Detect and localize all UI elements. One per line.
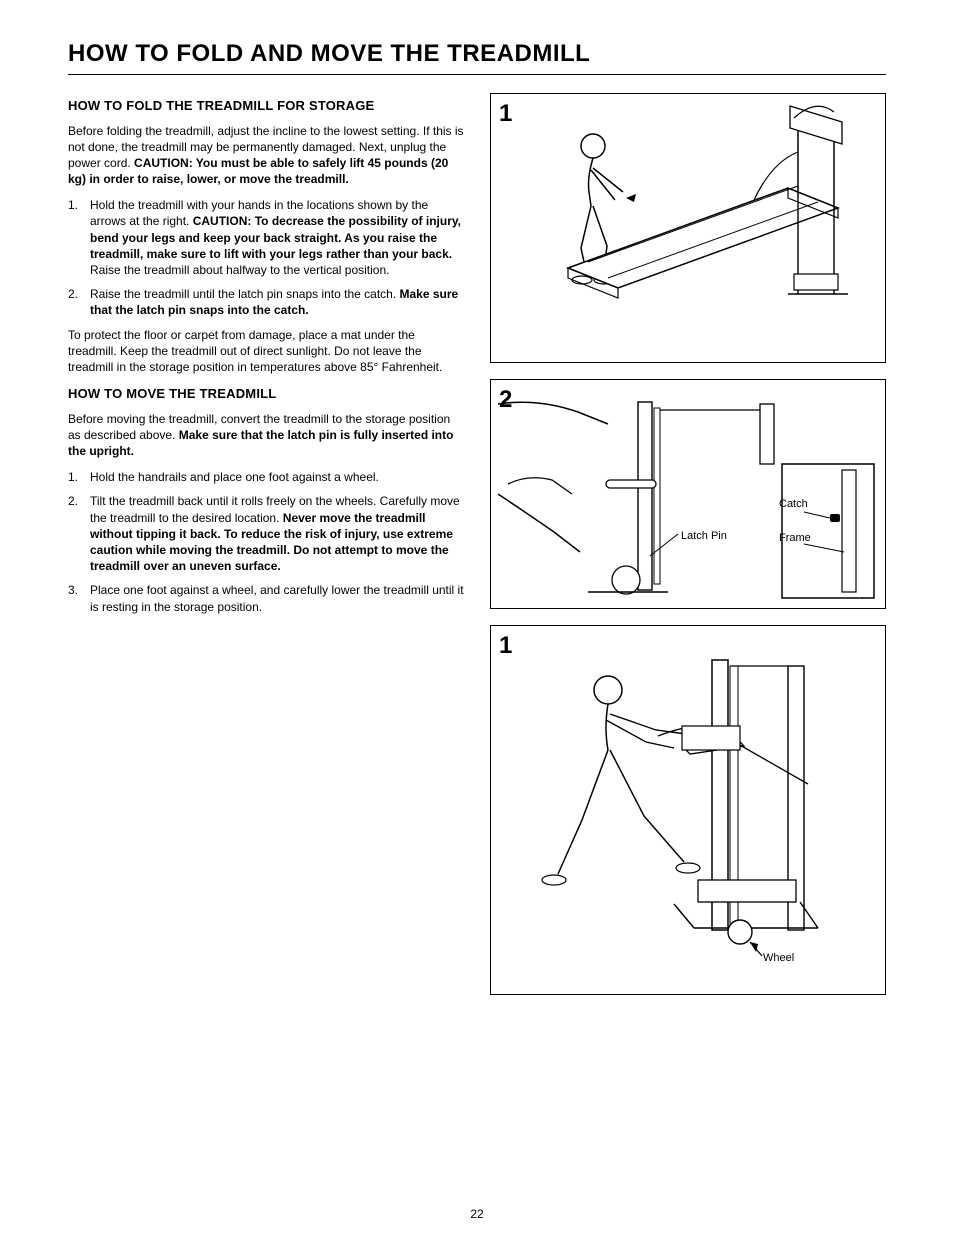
step-body: Tilt the treadmill back until it rolls f… [90, 493, 464, 574]
step-body: Raise the treadmill until the latch pin … [90, 286, 464, 318]
title-rule [68, 74, 886, 75]
figure-2-label-catch: Catch [779, 498, 808, 510]
section-heading-move: HOW TO MOVE THE TREADMILL [68, 385, 464, 403]
right-column: 1 [490, 93, 886, 995]
left-column: HOW TO FOLD THE TREADMILL FOR STORAGE Be… [68, 93, 464, 995]
step-body: Hold the treadmill with your hands in th… [90, 197, 464, 278]
storage-note: To protect the floor or carpet from dama… [68, 327, 464, 376]
intro-paragraph-1: Before folding the treadmill, adjust the… [68, 123, 464, 188]
figure-1: 1 [490, 93, 886, 363]
figure-3-label-wheel: Wheel [763, 952, 794, 964]
figure-2-label-latch-pin: Latch Pin [681, 530, 727, 542]
step-body: Place one foot against a wheel, and care… [90, 582, 464, 614]
caution-lift-weight: CAUTION: You must be able to safely lift… [68, 156, 448, 186]
step-body: Hold the handrails and place one foot ag… [90, 469, 464, 485]
section-heading-fold: HOW TO FOLD THE TREADMILL FOR STORAGE [68, 97, 464, 115]
fold-step-1: 1. Hold the treadmill with your hands in… [68, 197, 464, 278]
figure-2-label-frame: Frame [779, 532, 811, 544]
fold-step-2: 2. Raise the treadmill until the latch p… [68, 286, 464, 318]
step-number: 2. [68, 493, 82, 574]
page-title: HOW TO FOLD AND MOVE THE TREADMILL [68, 40, 886, 68]
step-number: 2. [68, 286, 82, 318]
move-step-1: 1. Hold the handrails and place one foot… [68, 469, 464, 485]
step-number: 1. [68, 469, 82, 485]
figure-2-illustration [491, 380, 885, 608]
move-step-3: 3. Place one foot against a wheel, and c… [68, 582, 464, 614]
page-number: 22 [0, 1207, 954, 1221]
move-intro: Before moving the treadmill, convert the… [68, 411, 464, 460]
figure-2: 2 [490, 379, 886, 609]
two-column-layout: HOW TO FOLD THE TREADMILL FOR STORAGE Be… [68, 93, 886, 995]
figure-3: 1 [490, 625, 886, 995]
figure-1-illustration [491, 94, 885, 362]
move-step-2: 2. Tilt the treadmill back until it roll… [68, 493, 464, 574]
figure-3-illustration [491, 626, 885, 994]
step2a-text: Raise the treadmill until the latch pin … [90, 287, 396, 301]
step-number: 1. [68, 197, 82, 278]
step-number: 3. [68, 582, 82, 614]
caution-bend-legs: CAUTION: To decrease the possibility of … [90, 214, 461, 260]
